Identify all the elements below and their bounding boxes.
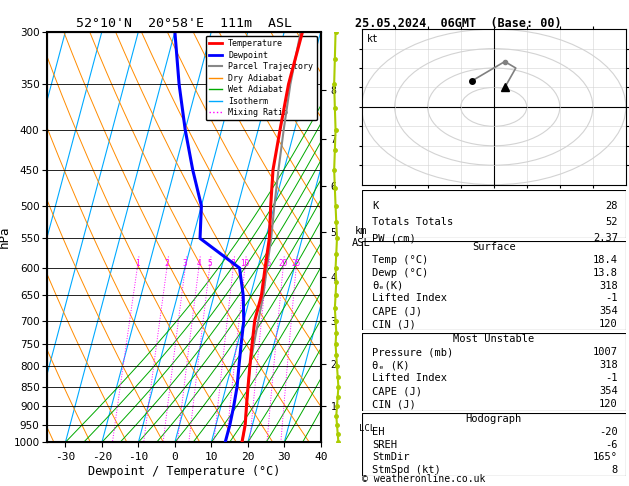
Text: StmDir: StmDir [372, 452, 409, 462]
Text: EH: EH [372, 427, 385, 437]
Text: 120: 120 [599, 319, 618, 329]
Text: 8: 8 [611, 465, 618, 475]
Text: Lifted Index: Lifted Index [372, 373, 447, 383]
Text: CIN (J): CIN (J) [372, 399, 416, 409]
Text: θₑ(K): θₑ(K) [372, 280, 403, 291]
Text: 13.8: 13.8 [593, 268, 618, 278]
Text: 318: 318 [599, 280, 618, 291]
Text: 3: 3 [183, 259, 187, 268]
Text: PW (cm): PW (cm) [372, 233, 416, 243]
Text: Dewp (°C): Dewp (°C) [372, 268, 428, 278]
Text: 354: 354 [599, 386, 618, 396]
Text: 4: 4 [196, 259, 201, 268]
Y-axis label: hPa: hPa [0, 226, 11, 248]
Text: 8: 8 [231, 259, 235, 268]
Text: SREH: SREH [372, 440, 398, 450]
Text: CAPE (J): CAPE (J) [372, 386, 422, 396]
X-axis label: Dewpoint / Temperature (°C): Dewpoint / Temperature (°C) [88, 465, 280, 478]
Text: 25.05.2024  06GMT  (Base: 00): 25.05.2024 06GMT (Base: 00) [355, 17, 562, 30]
Text: 25: 25 [291, 259, 301, 268]
Text: Pressure (mb): Pressure (mb) [372, 347, 454, 357]
Text: θₑ (K): θₑ (K) [372, 360, 409, 370]
Text: Lifted Index: Lifted Index [372, 294, 447, 303]
Text: -20: -20 [599, 427, 618, 437]
Text: 28: 28 [606, 201, 618, 211]
Text: 10: 10 [240, 259, 250, 268]
Text: 1: 1 [135, 259, 140, 268]
Text: 5: 5 [207, 259, 212, 268]
Text: CIN (J): CIN (J) [372, 319, 416, 329]
Text: -6: -6 [606, 440, 618, 450]
Text: Hodograph: Hodograph [465, 415, 522, 424]
Text: 318: 318 [599, 360, 618, 370]
Text: 354: 354 [599, 306, 618, 316]
Text: 165°: 165° [593, 452, 618, 462]
Text: 2.37: 2.37 [593, 233, 618, 243]
Title: 52°10'N  20°58'E  111m  ASL: 52°10'N 20°58'E 111m ASL [76, 17, 292, 31]
Text: 1007: 1007 [593, 347, 618, 357]
Text: StmSpd (kt): StmSpd (kt) [372, 465, 441, 475]
Text: 20: 20 [279, 259, 287, 268]
Legend: Temperature, Dewpoint, Parcel Trajectory, Dry Adiabat, Wet Adiabat, Isotherm, Mi: Temperature, Dewpoint, Parcel Trajectory… [206, 36, 316, 121]
Text: 52: 52 [606, 217, 618, 227]
Text: LCL: LCL [359, 424, 375, 433]
Text: 18.4: 18.4 [593, 255, 618, 265]
Text: -1: -1 [606, 294, 618, 303]
Text: CAPE (J): CAPE (J) [372, 306, 422, 316]
Text: 15: 15 [262, 259, 272, 268]
Text: Most Unstable: Most Unstable [453, 334, 535, 345]
Text: Totals Totals: Totals Totals [372, 217, 454, 227]
Text: Temp (°C): Temp (°C) [372, 255, 428, 265]
Y-axis label: km
ASL: km ASL [352, 226, 370, 248]
Text: Surface: Surface [472, 242, 516, 252]
Text: © weatheronline.co.uk: © weatheronline.co.uk [362, 473, 485, 484]
Text: kt: kt [367, 34, 379, 44]
Text: 120: 120 [599, 399, 618, 409]
Text: 2: 2 [165, 259, 169, 268]
Text: K: K [372, 201, 379, 211]
Text: -1: -1 [606, 373, 618, 383]
